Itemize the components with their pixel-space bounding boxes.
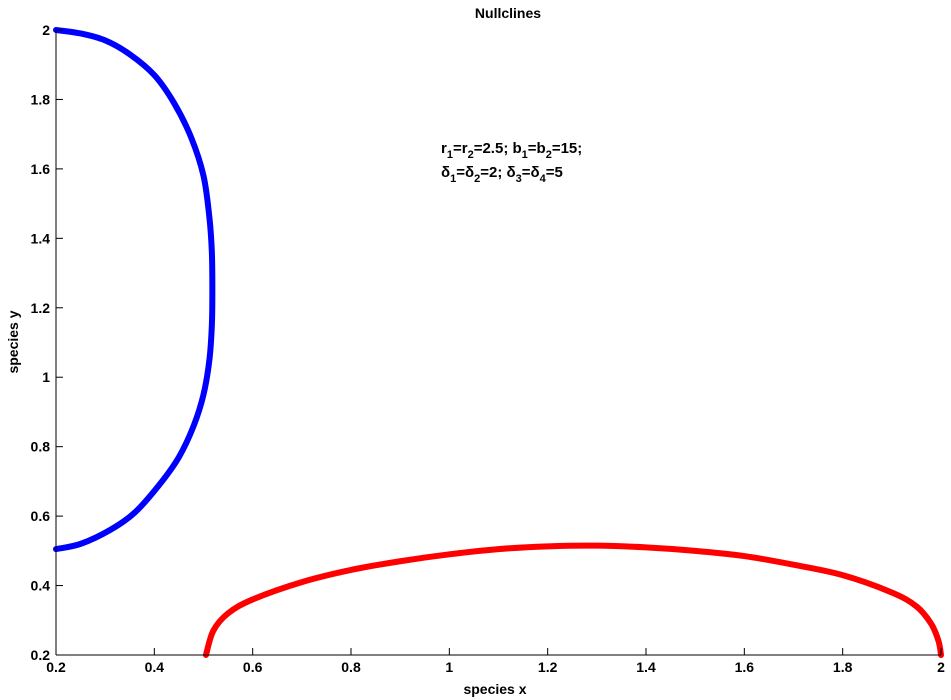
y-tick-label: 0.4 <box>31 578 51 594</box>
annotation-line-1: r1​=r2​=2.5; b1​=b2​=15; <box>441 140 582 161</box>
x-tick-label: 1.6 <box>735 659 755 675</box>
annotation-line-2: δ1​=δ2​=2; δ3​=δ4​=5 <box>441 164 563 185</box>
red-nullcline-curve <box>202 542 944 658</box>
x-tick-label: 1.4 <box>636 659 656 675</box>
x-tick-label: 1 <box>445 659 453 675</box>
y-tick-label: 0.8 <box>31 439 51 455</box>
x-tick-label: 1.2 <box>538 659 558 675</box>
y-axis-title: species y <box>5 310 21 373</box>
x-tick-label: 0.8 <box>341 659 361 675</box>
y-tick-label: 1.4 <box>31 230 51 246</box>
ticks-layer: 0.2 0.4 0.6 0.8 1 1.2 1.4 1.6 1.8 2 0.2 0.4 0.6 0.8 1 1… <box>31 22 946 675</box>
y-tick-label: 0.6 <box>31 508 51 524</box>
x-tick-label: 0.2 <box>46 659 66 675</box>
axes-layer <box>55 30 941 656</box>
blue-nullcline-curve <box>53 27 216 553</box>
y-tick-label: 1.6 <box>31 161 51 177</box>
x-tick-label: 0.4 <box>145 659 165 675</box>
x-axis-title: species x <box>463 681 526 697</box>
y-tick-label: 2 <box>42 22 50 38</box>
x-tick-label: 2 <box>937 659 945 675</box>
chart-title: Nullclines <box>475 5 541 21</box>
curves-layer <box>53 27 944 658</box>
x-tick-label: 1.8 <box>833 659 853 675</box>
y-tick-label: 1.2 <box>31 300 51 316</box>
parameter-annotation: r1​=r2​=2.5; b1​=b2​=15; δ1​=δ2​=2; δ3​=δ… <box>441 140 582 185</box>
x-tick-label: 0.6 <box>243 659 263 675</box>
y-tick-label: 1.8 <box>31 91 51 107</box>
y-tick-label: 0.2 <box>31 647 51 663</box>
y-tick-label: 1 <box>42 369 50 385</box>
